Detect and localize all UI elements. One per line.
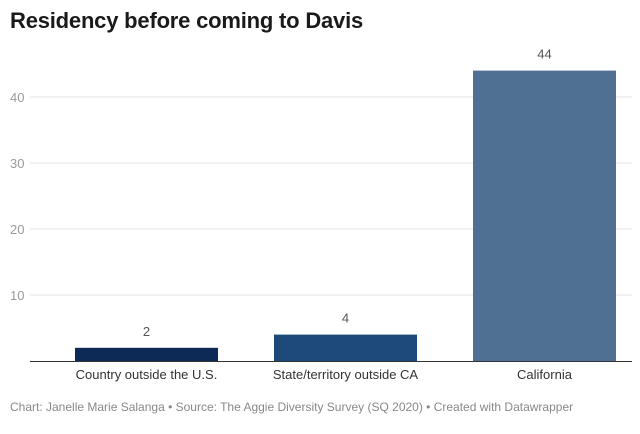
- bar: [75, 347, 218, 361]
- bars: [75, 70, 616, 361]
- y-tick-label: 30: [10, 156, 24, 171]
- bar-value-label: 4: [342, 311, 349, 326]
- x-category-label: California: [517, 367, 573, 382]
- bar: [473, 70, 616, 361]
- x-category-label: Country outside the U.S.: [76, 367, 218, 382]
- y-tick-label: 10: [10, 288, 24, 303]
- bar: [274, 334, 417, 361]
- chart-title: Residency before coming to Davis: [10, 8, 364, 33]
- x-category-label: State/territory outside CA: [273, 367, 419, 382]
- x-axis-labels: Country outside the U.S. State/territory …: [76, 367, 573, 382]
- chart-footer: Chart: Janelle Marie Salanga • Source: T…: [10, 400, 574, 414]
- y-tick-label: 40: [10, 90, 24, 105]
- bar-value-label: 2: [143, 324, 150, 339]
- bar-value-label: 44: [537, 47, 551, 62]
- y-axis-ticks: 10 20 30 40: [10, 90, 24, 303]
- y-tick-label: 20: [10, 222, 24, 237]
